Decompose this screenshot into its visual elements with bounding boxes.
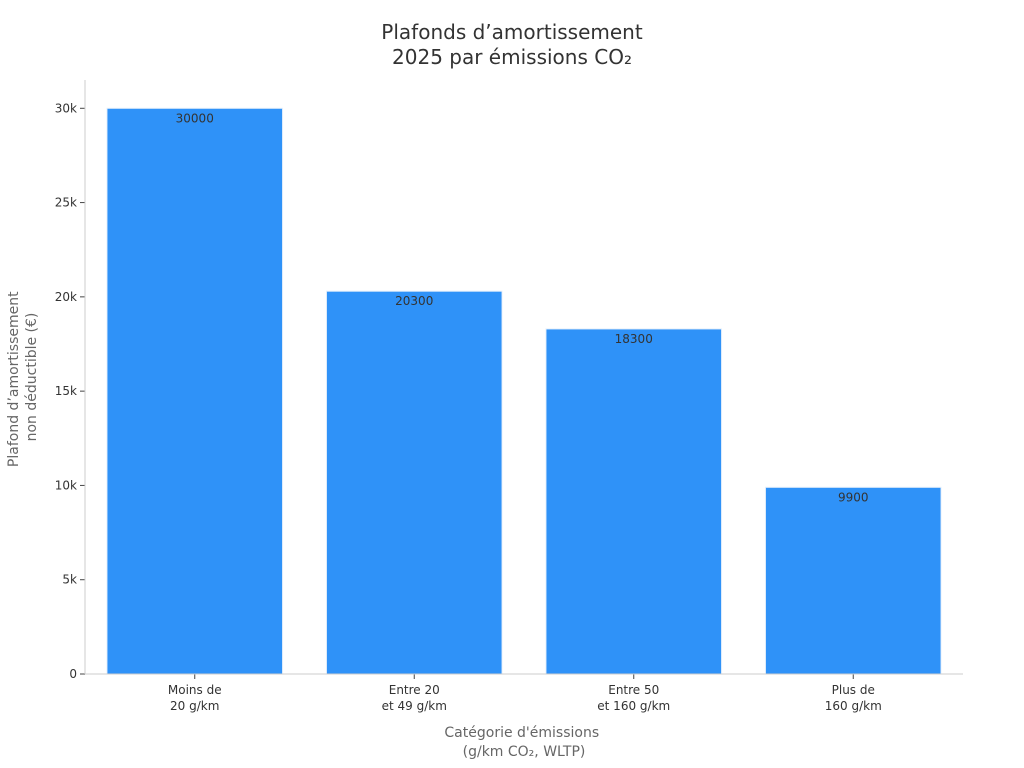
x-tick-label: 160 g/km: [825, 699, 882, 713]
bars-group: 30000 20300 18300 9900: [106, 107, 942, 675]
bar: [325, 290, 503, 675]
x-axis-ticks: Moins de 20 g/km Entre 20 et 49 g/km Entre 5…: [168, 674, 882, 713]
bar: [545, 328, 723, 675]
x-axis-label-line-1: Catégorie d'émissions: [444, 725, 599, 741]
bar: [106, 107, 284, 675]
x-tick-label: Entre 20: [389, 683, 440, 697]
bar-value-label: 30000: [176, 111, 214, 125]
bar-value-label: 9900: [838, 490, 869, 504]
chart-title-line-1: Plafonds d’amortissement: [381, 20, 643, 44]
y-axis-ticks: 0 5k 10k 15k 20k 25k 30k: [55, 101, 85, 681]
x-tick-label: Plus de: [832, 683, 875, 697]
x-tick-label: Moins de: [168, 683, 222, 697]
y-tick-label: 30k: [55, 101, 77, 115]
y-tick-label: 5k: [62, 573, 77, 587]
chart-title-line-2: 2025 par émissions CO₂: [392, 45, 632, 69]
y-tick-label: 15k: [55, 384, 77, 398]
bar-value-label: 20300: [395, 294, 433, 308]
y-tick-label: 10k: [55, 478, 77, 492]
y-axis-label: Plafond d’amortissement non déductible (…: [6, 287, 40, 467]
y-tick-label: 20k: [55, 290, 77, 304]
chart-title: Plafonds d’amortissement 2025 par émissi…: [0, 20, 1024, 70]
x-tick-label: et 160 g/km: [597, 699, 670, 713]
bar-value-label: 18300: [615, 332, 653, 346]
x-axis-label: Catégorie d'émissions (g/km CO₂, WLTP): [444, 725, 603, 760]
x-axis-label-line-2: (g/km CO₂, WLTP): [463, 744, 586, 760]
y-axis-label-line-1: Plafond d’amortissement: [6, 291, 22, 467]
x-tick-label: Entre 50: [608, 683, 659, 697]
y-tick-label: 25k: [55, 196, 77, 210]
x-tick-label: et 49 g/km: [382, 699, 447, 713]
y-axis-label-line-2: non déductible (€): [24, 313, 40, 442]
x-tick-label: 20 g/km: [170, 699, 219, 713]
bar: [764, 486, 942, 675]
y-tick-label: 0: [69, 667, 77, 681]
